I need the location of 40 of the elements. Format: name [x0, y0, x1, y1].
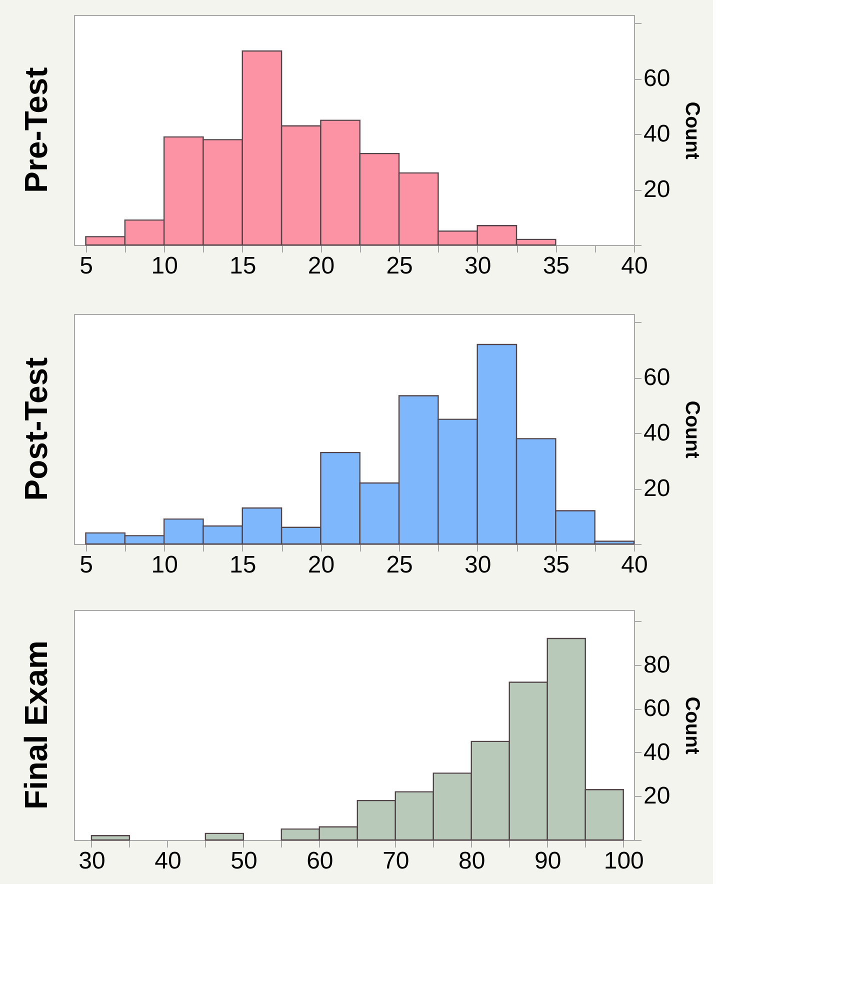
x-tick-label: 30	[464, 552, 492, 578]
text: Post-Test	[18, 356, 54, 501]
x-tick-label: 30	[464, 252, 492, 280]
x-tick-label: 5	[80, 552, 93, 578]
x-tick-label: 50	[230, 848, 258, 874]
y-tick-label: 60	[644, 65, 670, 92]
x-tick-label: 40	[621, 552, 648, 578]
x-tick-label: 90	[534, 848, 562, 874]
x-tick-label: 100	[604, 848, 644, 874]
x-tick-label: 40	[154, 848, 182, 874]
y-tick-label: 60	[644, 695, 670, 722]
x-tick-label: 60	[306, 848, 334, 874]
x-tick-label: 15	[230, 552, 256, 578]
x-tick-label: 25	[386, 252, 413, 280]
x-tick-label: 35	[542, 552, 570, 578]
x-tick-label: 20	[308, 552, 335, 578]
text: Pre-Test	[18, 66, 54, 193]
y-tick-label: 60	[644, 364, 670, 392]
y-tick-label: 80	[644, 651, 670, 678]
y-tick-label: 20	[644, 475, 670, 502]
x-tick-label: 80	[458, 848, 486, 874]
y-axis-title: Count	[681, 696, 704, 755]
y-tick-label: 40	[644, 420, 670, 447]
y-tick-label: 20	[644, 176, 670, 204]
y-tick-label: 40	[644, 120, 670, 148]
x-tick-label: 10	[151, 552, 178, 578]
y-axis-title: Count	[681, 102, 704, 160]
x-tick-label: 10	[151, 252, 178, 280]
x-tick-label: 70	[382, 848, 410, 874]
x-tick-label: 25	[386, 552, 413, 578]
y-tick-label: 40	[644, 738, 670, 766]
y-axis-title: Count	[681, 400, 704, 459]
x-tick-label: 5	[80, 252, 93, 280]
x-tick-label: 30	[78, 848, 106, 874]
text: Final Exam	[18, 640, 54, 810]
y-tick-label: 20	[644, 782, 670, 810]
x-tick-label: 40	[621, 252, 648, 280]
x-tick-label: 15	[230, 252, 256, 280]
x-tick-label: 20	[308, 252, 335, 280]
x-tick-label: 35	[542, 252, 570, 280]
